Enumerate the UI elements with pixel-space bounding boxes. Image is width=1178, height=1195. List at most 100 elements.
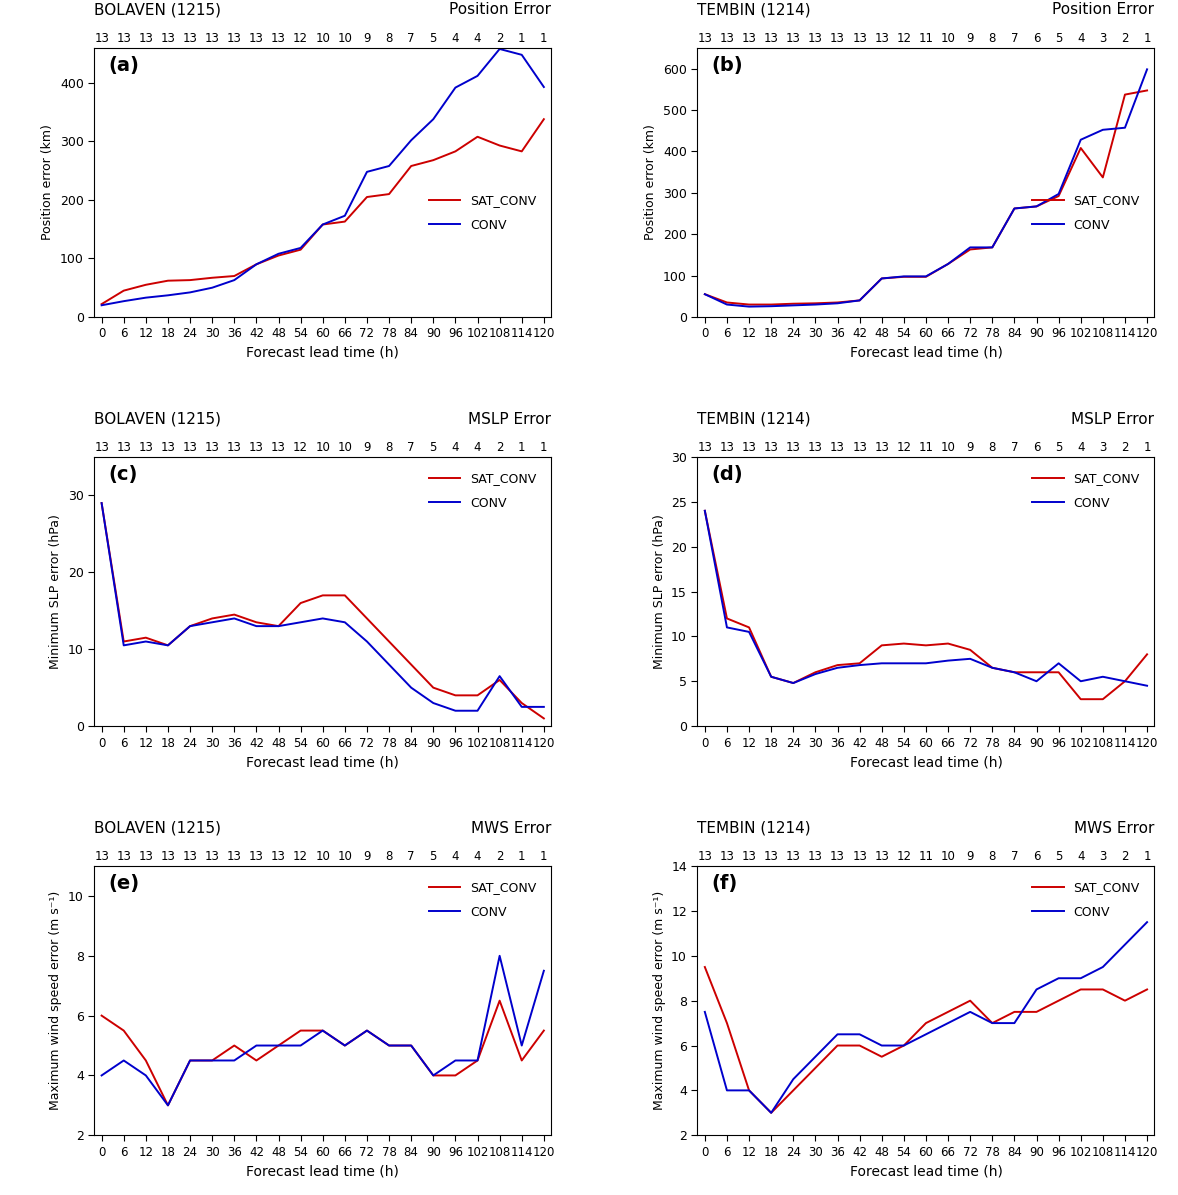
SAT_CONV bbox=[964, 993, 978, 1007]
SAT_CONV bbox=[161, 274, 176, 288]
CONV bbox=[250, 1038, 264, 1053]
CONV bbox=[720, 1083, 734, 1097]
SAT_CONV bbox=[139, 631, 153, 645]
Line: CONV: CONV bbox=[101, 956, 544, 1105]
CONV bbox=[874, 656, 888, 670]
CONV bbox=[537, 700, 551, 715]
CONV bbox=[183, 1053, 197, 1067]
X-axis label: Forecast lead time (h): Forecast lead time (h) bbox=[246, 755, 399, 770]
SAT_CONV bbox=[537, 1023, 551, 1037]
CONV bbox=[1052, 186, 1066, 201]
X-axis label: Forecast lead time (h): Forecast lead time (h) bbox=[246, 1164, 399, 1178]
SAT_CONV bbox=[183, 619, 197, 633]
SAT_CONV bbox=[765, 669, 779, 684]
SAT_CONV bbox=[874, 638, 888, 652]
Line: SAT_CONV: SAT_CONV bbox=[101, 1000, 544, 1105]
SAT_CONV bbox=[985, 240, 999, 255]
CONV bbox=[1096, 960, 1110, 974]
CONV bbox=[271, 246, 285, 261]
CONV bbox=[853, 658, 867, 673]
SAT_CONV bbox=[227, 269, 241, 283]
SAT_CONV bbox=[139, 1053, 153, 1067]
SAT_CONV bbox=[874, 1049, 888, 1064]
CONV bbox=[1073, 674, 1087, 688]
CONV bbox=[250, 257, 264, 271]
CONV bbox=[470, 704, 484, 718]
SAT_CONV bbox=[250, 615, 264, 630]
Text: Position Error: Position Error bbox=[1052, 2, 1154, 18]
CONV bbox=[742, 1083, 756, 1097]
SAT_CONV bbox=[382, 1038, 396, 1053]
Y-axis label: Minimum SLP error (hPa): Minimum SLP error (hPa) bbox=[49, 514, 62, 669]
SAT_CONV bbox=[404, 159, 418, 173]
SAT_CONV bbox=[1140, 84, 1154, 98]
SAT_CONV bbox=[338, 214, 352, 228]
SAT_CONV bbox=[1140, 648, 1154, 662]
CONV bbox=[161, 638, 176, 652]
Y-axis label: Position error (km): Position error (km) bbox=[644, 124, 657, 240]
SAT_CONV bbox=[250, 1053, 264, 1067]
CONV bbox=[293, 240, 307, 255]
CONV bbox=[94, 496, 108, 510]
CONV bbox=[1140, 679, 1154, 693]
SAT_CONV bbox=[964, 643, 978, 657]
SAT_CONV bbox=[360, 1023, 375, 1037]
CONV bbox=[250, 619, 264, 633]
CONV bbox=[941, 257, 955, 271]
SAT_CONV bbox=[874, 271, 888, 286]
SAT_CONV bbox=[492, 139, 507, 153]
Y-axis label: Maximum wind speed error (m s⁻¹): Maximum wind speed error (m s⁻¹) bbox=[49, 891, 62, 1110]
SAT_CONV bbox=[426, 1068, 441, 1083]
SAT_CONV bbox=[1007, 201, 1021, 215]
SAT_CONV bbox=[94, 496, 108, 510]
SAT_CONV bbox=[470, 688, 484, 703]
SAT_CONV bbox=[941, 257, 955, 271]
CONV bbox=[853, 293, 867, 307]
SAT_CONV bbox=[1052, 189, 1066, 203]
CONV bbox=[1007, 201, 1021, 215]
CONV bbox=[964, 651, 978, 666]
CONV bbox=[205, 615, 219, 630]
SAT_CONV bbox=[360, 190, 375, 204]
CONV bbox=[404, 133, 418, 147]
SAT_CONV bbox=[271, 619, 285, 633]
SAT_CONV bbox=[853, 656, 867, 670]
Line: CONV: CONV bbox=[704, 69, 1147, 307]
CONV bbox=[1030, 674, 1044, 688]
CONV bbox=[1118, 937, 1132, 951]
CONV bbox=[1140, 62, 1154, 76]
Line: CONV: CONV bbox=[101, 49, 544, 305]
CONV bbox=[697, 287, 712, 301]
Legend: SAT_CONV, CONV: SAT_CONV, CONV bbox=[1028, 191, 1144, 235]
SAT_CONV bbox=[1073, 141, 1087, 155]
CONV bbox=[271, 619, 285, 633]
SAT_CONV bbox=[1118, 87, 1132, 102]
CONV bbox=[985, 240, 999, 255]
SAT_CONV bbox=[808, 296, 822, 311]
SAT_CONV bbox=[765, 298, 779, 312]
SAT_CONV bbox=[742, 298, 756, 312]
SAT_CONV bbox=[808, 1061, 822, 1076]
CONV bbox=[316, 612, 330, 626]
SAT_CONV bbox=[515, 145, 529, 159]
CONV bbox=[786, 1072, 800, 1086]
CONV bbox=[271, 1038, 285, 1053]
CONV bbox=[742, 300, 756, 314]
SAT_CONV bbox=[139, 277, 153, 292]
SAT_CONV bbox=[404, 657, 418, 672]
CONV bbox=[765, 669, 779, 684]
CONV bbox=[853, 1028, 867, 1042]
SAT_CONV bbox=[697, 960, 712, 974]
CONV bbox=[1096, 123, 1110, 137]
CONV bbox=[404, 1038, 418, 1053]
CONV bbox=[293, 615, 307, 630]
CONV bbox=[720, 620, 734, 635]
SAT_CONV bbox=[742, 620, 756, 635]
SAT_CONV bbox=[697, 503, 712, 517]
SAT_CONV bbox=[1052, 993, 1066, 1007]
SAT_CONV bbox=[470, 129, 484, 143]
Line: SAT_CONV: SAT_CONV bbox=[101, 120, 544, 304]
SAT_CONV bbox=[786, 1083, 800, 1097]
CONV bbox=[161, 1098, 176, 1113]
SAT_CONV bbox=[830, 658, 845, 673]
